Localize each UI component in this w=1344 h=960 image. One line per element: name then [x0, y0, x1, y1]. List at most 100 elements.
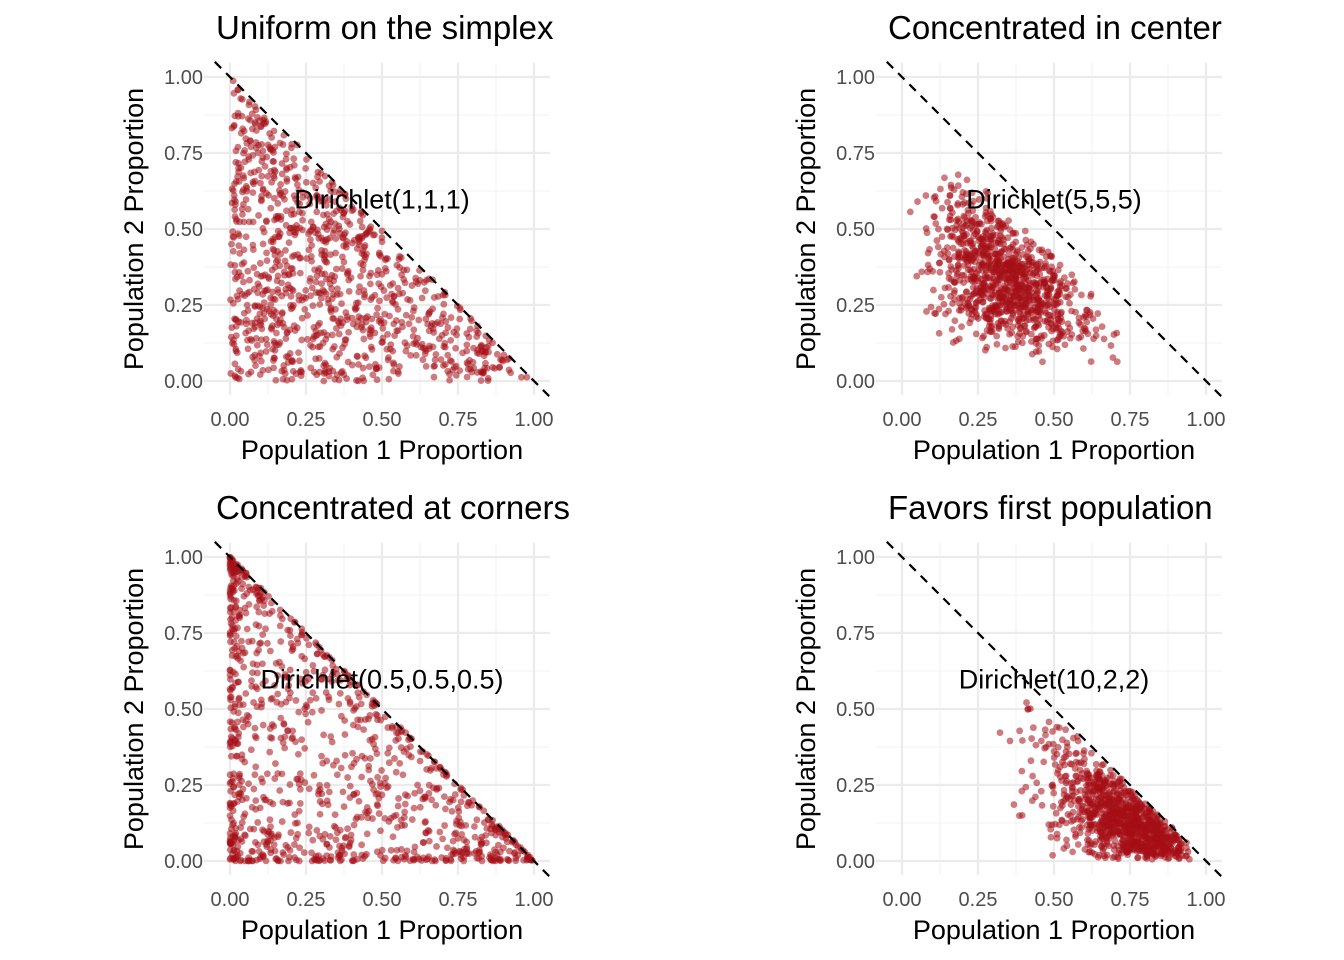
scatter-point: [966, 237, 974, 245]
scatter-point: [483, 839, 490, 847]
scatter-point: [1028, 735, 1036, 742]
scatter-point: [1025, 284, 1033, 292]
x-tick-label: 0.75: [439, 889, 478, 911]
scatter-point: [945, 284, 952, 291]
scatter-point: [242, 233, 250, 241]
scatter-point: [259, 660, 266, 668]
scatter-point: [1005, 217, 1012, 225]
scatter-point: [312, 694, 320, 702]
scatter-point: [422, 362, 430, 370]
scatter-point: [499, 357, 507, 365]
scatter-point: [395, 370, 402, 377]
scatter-point: [1032, 741, 1040, 749]
scatter-point: [310, 323, 318, 331]
scatter-point: [1078, 824, 1086, 831]
scatter-point: [384, 749, 392, 757]
scatter-point: [341, 731, 349, 738]
scatter-point: [279, 375, 287, 383]
scatter-point: [419, 356, 427, 364]
scatter-point: [1148, 855, 1156, 863]
scatter-point: [251, 302, 259, 310]
scatter-point: [1045, 718, 1053, 726]
scatter-point: [252, 335, 260, 342]
scatter-point: [345, 288, 353, 295]
scatter-point: [411, 843, 419, 851]
scatter-point: [421, 795, 429, 802]
scatter-point: [1005, 255, 1012, 263]
scatter-point: [457, 798, 465, 806]
scatter-point: [243, 290, 251, 297]
scatter-point: [230, 234, 238, 241]
scatter-point: [316, 810, 324, 818]
scatter-point: [257, 272, 265, 280]
scatter-point: [421, 287, 429, 295]
scatter-point: [226, 846, 234, 854]
scatter-point: [986, 248, 993, 255]
scatter-point: [266, 610, 273, 618]
scatter-point: [1101, 854, 1109, 862]
scatter-point: [1184, 848, 1192, 856]
scatter-point: [268, 134, 276, 141]
scatter-point: [452, 362, 460, 370]
scatter-point: [447, 795, 455, 803]
scatter-point: [256, 259, 264, 267]
x-tick-label: 0.25: [287, 889, 326, 911]
scatter-point: [251, 732, 259, 740]
scatter-point: [355, 361, 362, 368]
scatter-point: [949, 244, 957, 252]
scatter-point: [352, 306, 359, 313]
scatter-point: [278, 160, 286, 167]
scatter-point: [1129, 838, 1136, 846]
scatter-point: [470, 344, 477, 352]
scatter-point: [1107, 342, 1115, 349]
scatter-point: [234, 733, 242, 741]
scatter-point: [463, 341, 471, 349]
scatter-point: [240, 259, 248, 266]
scatter-point: [368, 781, 376, 788]
scatter-point: [344, 270, 351, 278]
scatter-point: [1018, 244, 1026, 252]
scatter-point: [972, 221, 980, 229]
scatter-point: [302, 710, 310, 718]
y-tick-label: 0.25: [164, 775, 203, 797]
scatter-point: [329, 761, 337, 769]
scatter-point: [231, 700, 239, 708]
scatter-point: [414, 334, 421, 342]
scatter-point: [320, 370, 328, 377]
scatter-point: [963, 230, 971, 238]
scatter-point: [1075, 797, 1083, 804]
scatter-point: [366, 272, 373, 280]
scatter-point: [226, 718, 234, 726]
scatter-point: [927, 303, 935, 311]
scatter-point: [969, 290, 977, 298]
scatter-point: [1092, 821, 1099, 828]
scatter-point: [389, 280, 397, 287]
scatter-point: [959, 224, 967, 231]
scatter-point: [388, 724, 396, 732]
scatter-point: [232, 275, 239, 283]
scatter-point: [464, 365, 472, 373]
y-axis-title: Population 2 Proportion: [791, 568, 821, 850]
scatter-point: [362, 314, 370, 322]
scatter-point: [341, 850, 349, 858]
scatter-point: [316, 319, 323, 327]
scatter-point: [391, 332, 399, 340]
scatter-point: [353, 813, 361, 821]
scatter-point: [296, 254, 304, 262]
scatter-point: [229, 228, 237, 236]
scatter-point: [237, 824, 245, 832]
scatter-point: [930, 213, 938, 220]
scatter-point: [282, 155, 290, 163]
scatter-point: [398, 271, 405, 279]
scatter-point: [468, 317, 475, 325]
scatter-point: [257, 357, 265, 365]
scatter-point: [317, 294, 325, 302]
scatter-point: [228, 199, 236, 207]
scatter-point: [228, 816, 235, 824]
scatter-point: [323, 781, 331, 789]
scatter-point: [253, 703, 261, 711]
scatter-point: [1014, 338, 1022, 346]
scatter-point: [485, 348, 492, 356]
scatter-point: [234, 365, 242, 373]
scatter-point: [981, 234, 989, 241]
